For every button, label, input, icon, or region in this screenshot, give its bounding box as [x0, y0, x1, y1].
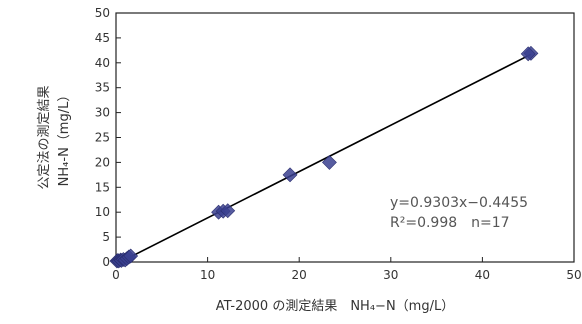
fit-line — [118, 53, 532, 264]
y-tick-label: 5 — [102, 230, 110, 244]
x-tick-label: 50 — [566, 268, 581, 282]
data-point — [123, 248, 139, 264]
regression-line — [118, 53, 532, 264]
x-tick-label: 10 — [200, 268, 215, 282]
x-axis-label: AT-2000 の測定結果 NH₄−N（mg/L） — [216, 299, 454, 314]
data-point — [220, 203, 236, 219]
regression-equation: y=0.9303x−0.4455 — [390, 195, 528, 211]
y-tick-label: 30 — [95, 106, 110, 120]
x-tick-label: 0 — [112, 268, 120, 282]
y-tick-label: 40 — [95, 56, 110, 70]
y-tick-label: 35 — [95, 81, 110, 95]
y-tick-label: 20 — [95, 155, 110, 169]
y-tick-label: 50 — [95, 6, 110, 20]
data-points — [109, 45, 539, 269]
x-tick-label: 40 — [475, 268, 490, 282]
y-axis-label-line1: 公定法の測定結果 — [37, 85, 52, 189]
y-tick-label: 15 — [95, 180, 110, 194]
y-tick-label: 25 — [95, 131, 110, 145]
axis-ticks: 0 5 10 15 20 25 30 35 40 45 50 0 10 20 30 40 50 — [95, 6, 582, 282]
data-point — [282, 167, 298, 183]
data-point — [520, 46, 536, 62]
y-tick-label: 10 — [95, 205, 110, 219]
y-axis-label-line2: NH₄-N（mg/L） — [57, 89, 72, 187]
x-tick-label: 20 — [292, 268, 307, 282]
r-squared-label: R²=0.998 n=17 — [390, 215, 510, 231]
y-tick-label: 0 — [102, 255, 110, 269]
y-tick-label: 45 — [95, 31, 110, 45]
data-point — [322, 154, 337, 170]
x-tick-label: 30 — [383, 268, 398, 282]
